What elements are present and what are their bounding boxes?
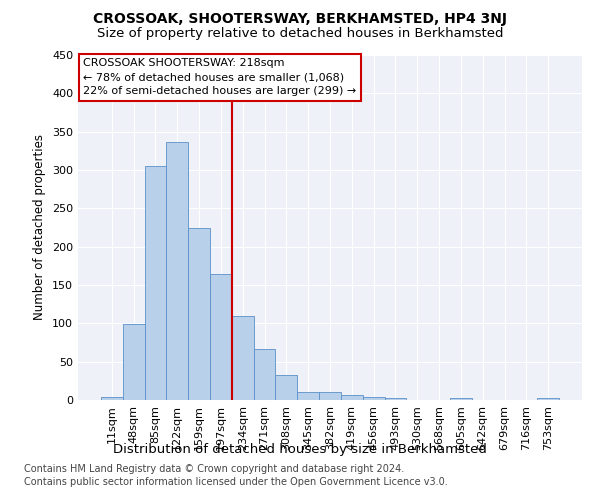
Text: CROSSOAK SHOOTERSWAY: 218sqm
← 78% of detached houses are smaller (1,068)
22% of: CROSSOAK SHOOTERSWAY: 218sqm ← 78% of de… xyxy=(83,58,356,96)
Bar xyxy=(123,324,145,400)
Text: Distribution of detached houses by size in Berkhamsted: Distribution of detached houses by size … xyxy=(113,442,487,456)
Text: CROSSOAK, SHOOTERSWAY, BERKHAMSTED, HP4 3NJ: CROSSOAK, SHOOTERSWAY, BERKHAMSTED, HP4 … xyxy=(93,12,507,26)
Bar xyxy=(254,350,275,400)
Bar xyxy=(537,398,559,400)
Bar xyxy=(232,316,254,400)
Bar xyxy=(188,228,210,400)
Bar xyxy=(363,397,385,400)
Bar xyxy=(319,392,341,400)
Y-axis label: Number of detached properties: Number of detached properties xyxy=(34,134,46,320)
Bar xyxy=(385,398,406,400)
Bar xyxy=(166,142,188,400)
Bar xyxy=(210,274,232,400)
Text: Contains public sector information licensed under the Open Government Licence v3: Contains public sector information licen… xyxy=(24,477,448,487)
Text: Contains HM Land Registry data © Crown copyright and database right 2024.: Contains HM Land Registry data © Crown c… xyxy=(24,464,404,474)
Bar xyxy=(101,397,123,400)
Bar xyxy=(450,398,472,400)
Text: Size of property relative to detached houses in Berkhamsted: Size of property relative to detached ho… xyxy=(97,28,503,40)
Bar xyxy=(275,376,297,400)
Bar xyxy=(341,394,363,400)
Bar xyxy=(297,392,319,400)
Bar xyxy=(145,166,166,400)
